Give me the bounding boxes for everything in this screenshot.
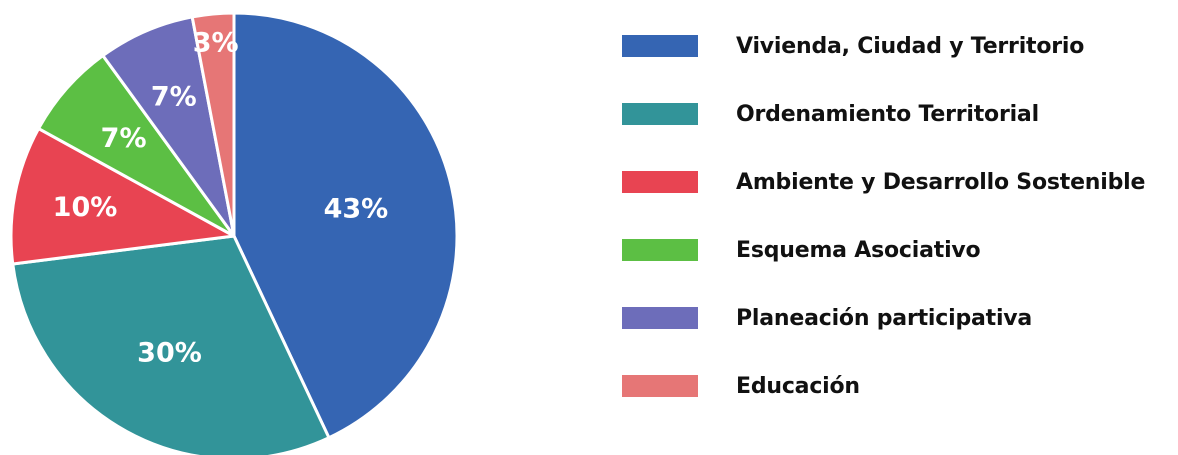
legend-label: Esquema Asociativo bbox=[736, 237, 981, 263]
pie-slices bbox=[9, 11, 459, 455]
pie-slice bbox=[9, 127, 236, 266]
legend-item: Vivienda, Ciudad y Territorio bbox=[622, 26, 1145, 66]
legend-label: Ambiente y Desarrollo Sostenible bbox=[736, 169, 1146, 195]
pie-data-label: 3% bbox=[193, 27, 239, 58]
pie-chart: 43% 30% 10% 7%7% 3% bbox=[9, 11, 459, 455]
pie-data-labels: 43% 30% 10% 7%7% 3% bbox=[53, 27, 389, 368]
pie-data-label: 7% bbox=[101, 123, 147, 154]
pie-data-label: 10% bbox=[53, 192, 118, 223]
legend-swatch bbox=[622, 375, 698, 397]
legend-item: Ambiente y Desarrollo Sostenible bbox=[622, 162, 1145, 202]
legend-item: Educación bbox=[622, 366, 1145, 406]
pie-slice bbox=[190, 11, 236, 238]
pie-data-label: 43% bbox=[324, 193, 389, 224]
legend-label: Planeación participativa bbox=[736, 305, 1033, 331]
pie-data-label: 7% bbox=[151, 81, 197, 112]
legend-item: Esquema Asociativo bbox=[622, 230, 1145, 270]
pie-slice bbox=[232, 11, 459, 440]
legend-swatch bbox=[622, 35, 698, 57]
pie-data-label: 30% bbox=[137, 338, 202, 369]
legend-swatch bbox=[622, 239, 698, 261]
legend-swatch bbox=[622, 307, 698, 329]
legend-label: Vivienda, Ciudad y Territorio bbox=[736, 33, 1085, 59]
legend-label: Ordenamiento Territorial bbox=[736, 101, 1039, 127]
legend-label: Educación bbox=[736, 373, 860, 399]
legend-item: Ordenamiento Territorial bbox=[622, 94, 1145, 134]
legend: Vivienda, Ciudad y Territorio Ordenamient… bbox=[622, 26, 1145, 434]
legend-swatch bbox=[622, 171, 698, 193]
legend-swatch bbox=[622, 103, 698, 125]
legend-item: Planeación participativa bbox=[622, 298, 1145, 338]
